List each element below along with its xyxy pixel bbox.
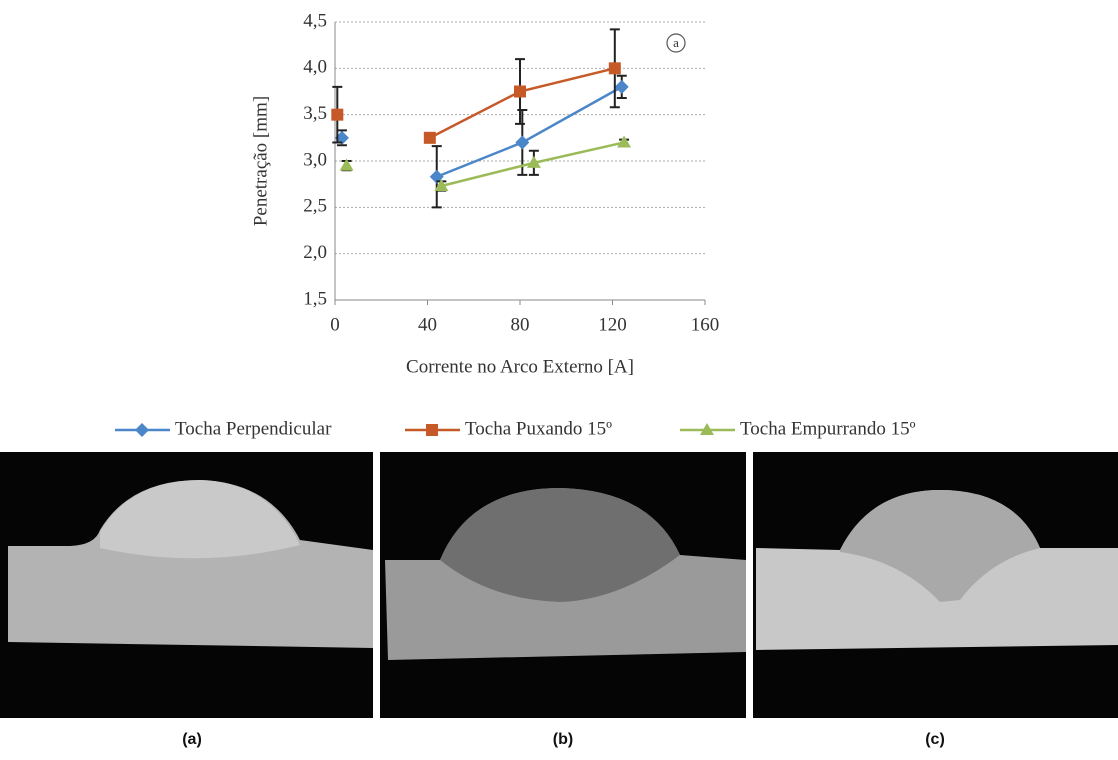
marker: [426, 424, 438, 436]
y-tick-label: 1,5: [303, 288, 327, 309]
x-tick-label: 120: [598, 314, 627, 335]
x-tick-label: 80: [511, 314, 530, 335]
marker: [424, 132, 436, 144]
y-tick-label: 2,0: [303, 242, 327, 263]
marker: [135, 423, 149, 437]
x-tick-label: 160: [691, 314, 720, 335]
figure: Corrente no Arco Externo [A] Penetração …: [0, 0, 1118, 755]
x-tick-label: 0: [330, 314, 340, 335]
photo-a: [0, 452, 373, 718]
marker: [515, 135, 529, 149]
panel-caption: (a): [182, 731, 202, 748]
x-tick-label: 40: [418, 314, 437, 335]
page: {"chart_data": {"type": "line", "xlabel"…: [0, 0, 1118, 755]
y-tick-label: 4,0: [303, 57, 327, 78]
y-axis-label: Penetração [mm]: [250, 96, 271, 226]
y-tick-label: 2,5: [303, 196, 327, 217]
legend-label: Tocha Puxando 15º: [465, 418, 612, 439]
y-tick-label: 3,0: [303, 149, 327, 170]
panel-caption: (b): [553, 731, 573, 748]
y-tick-label: 4,5: [303, 10, 327, 31]
y-tick-label: 3,5: [303, 103, 327, 124]
marker: [617, 135, 631, 147]
photo-b: [380, 452, 746, 718]
marker: [615, 80, 629, 94]
annotation: a: [673, 35, 679, 50]
legend-label: Tocha Perpendicular: [175, 418, 332, 439]
marker: [609, 62, 621, 74]
legend-label: Tocha Empurrando 15º: [740, 418, 916, 439]
photo-c: [753, 452, 1118, 718]
marker: [331, 109, 343, 121]
marker: [514, 86, 526, 98]
panel-caption: (c): [925, 731, 945, 748]
x-axis-label: Corrente no Arco Externo [A]: [406, 356, 634, 377]
